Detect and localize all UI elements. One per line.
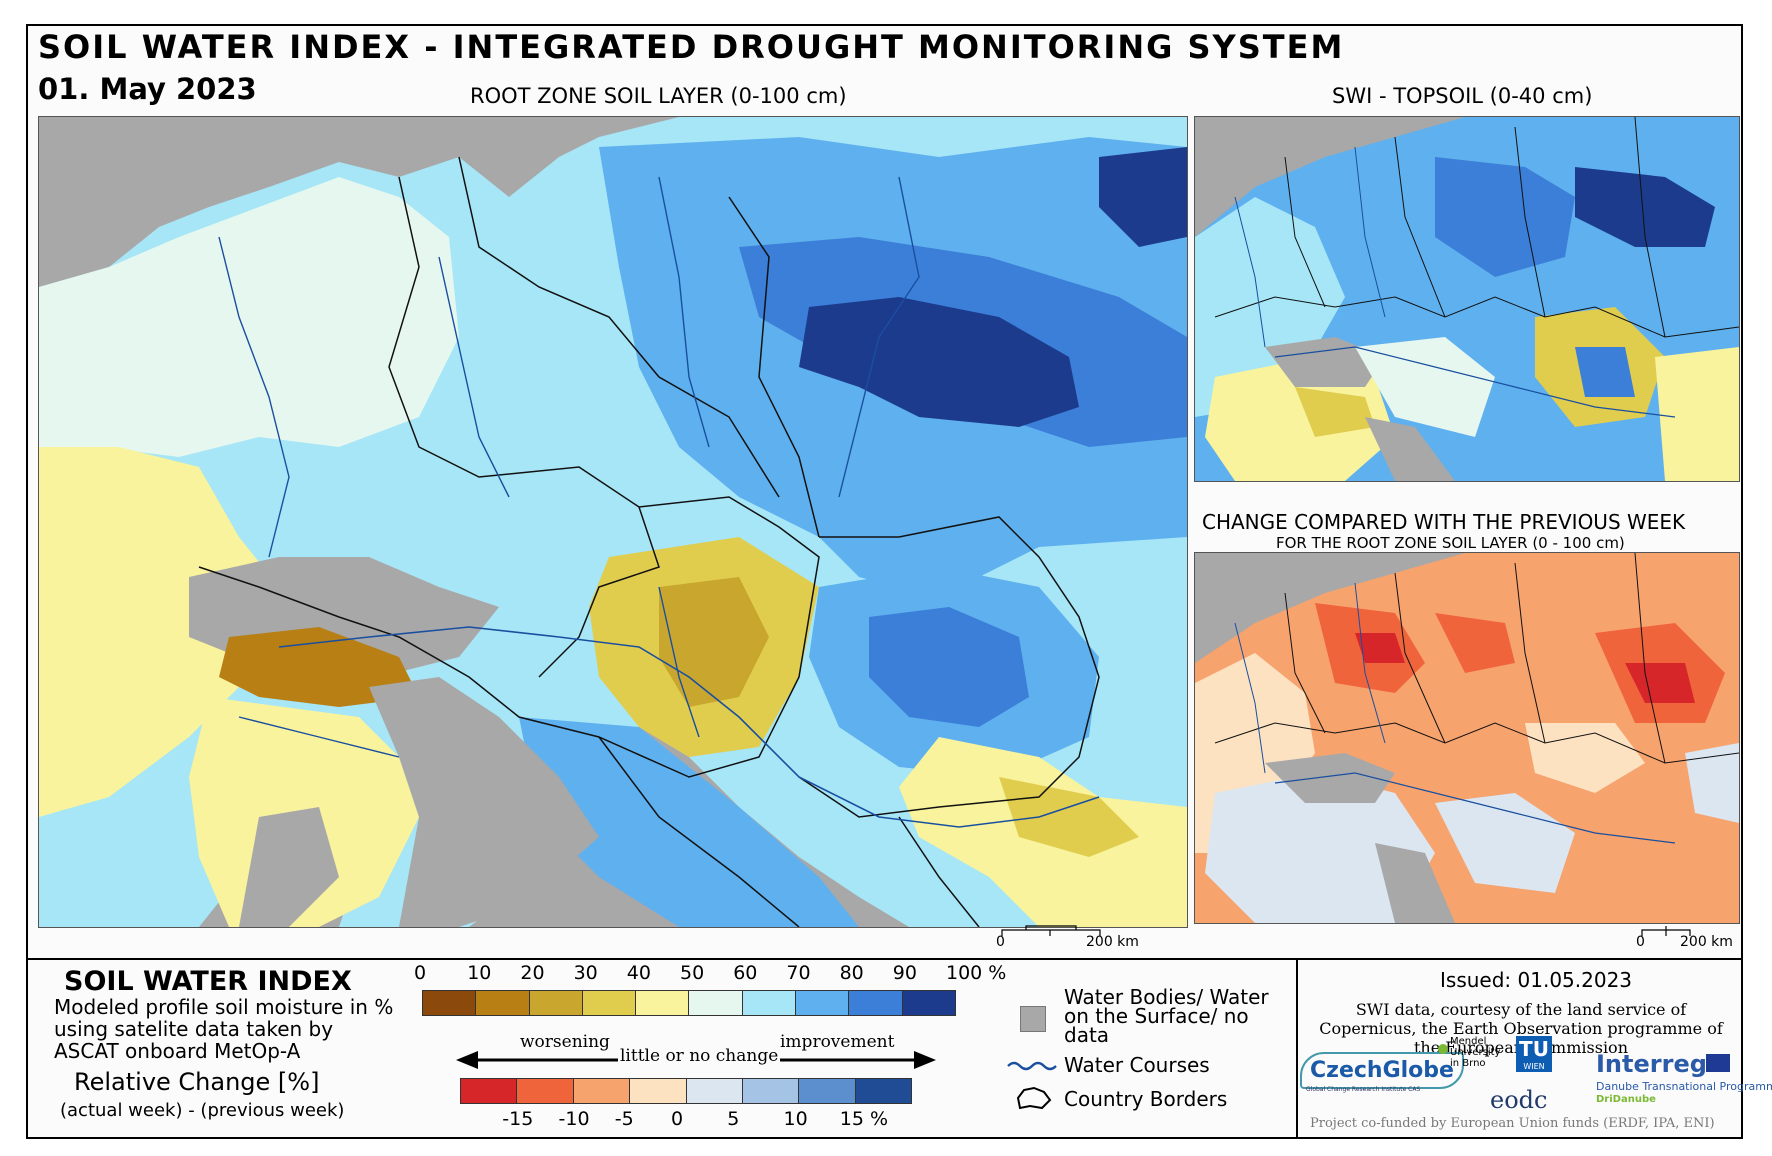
swi-tick-label: 20	[520, 962, 545, 984]
change-color-swatch	[517, 1079, 574, 1103]
swi-color-swatch	[476, 991, 530, 1015]
country-borders-icon	[1016, 1086, 1052, 1110]
swi-color-swatch	[902, 991, 955, 1015]
relative-change-title: Relative Change [%]	[74, 1068, 320, 1096]
swi-color-swatch	[742, 991, 797, 1015]
swi-color-swatch	[849, 991, 903, 1015]
swi-tick-label: 100 %	[946, 962, 1007, 984]
topsoil-map-svg	[1195, 117, 1739, 481]
little-change-label: little or no change	[618, 1046, 781, 1066]
info-divider	[1296, 960, 1298, 1137]
change-tick-label: 15 %	[839, 1108, 889, 1130]
improvement-label: improvement	[778, 1032, 897, 1052]
swi-tick-label: 60	[733, 962, 758, 984]
eodc-logo: eodc	[1490, 1086, 1548, 1114]
small-scale-zero: 0	[1636, 934, 1645, 950]
country-borders-label: Country Borders	[1064, 1087, 1228, 1111]
eu-flag-icon	[1706, 1054, 1730, 1072]
interreg-logo: Interreg	[1596, 1050, 1707, 1078]
mendel-logo: Mendel University in Brno	[1450, 1036, 1501, 1069]
change-color-swatch	[855, 1079, 911, 1103]
worsening-label: worsening	[518, 1032, 612, 1052]
main-map-label: ROOT ZONE SOIL LAYER (0-100 cm)	[470, 84, 847, 108]
change-color-swatch	[799, 1079, 856, 1103]
swi-tick-label: 90	[892, 962, 917, 984]
swi-tick-label: 40	[626, 962, 651, 984]
swi-color-swatch	[636, 991, 690, 1015]
change-tick-label: 5	[727, 1108, 740, 1130]
swi-tick-label: 10	[467, 962, 492, 984]
topsoil-map-label: SWI - TOPSOIL (0-40 cm)	[1332, 84, 1593, 108]
change-color-swatch	[630, 1079, 687, 1103]
czechglobe-logo-sub: Global Change Research Institute CAS	[1306, 1086, 1421, 1093]
change-tick-label: 0	[671, 1108, 684, 1130]
root-zone-map-svg	[39, 117, 1187, 927]
change-tick-label: -15	[502, 1108, 534, 1130]
issued-date: Issued: 01.05.2023	[1440, 968, 1633, 992]
swi-tick-label: 70	[786, 962, 811, 984]
tu-wien-logo: TU	[1516, 1036, 1552, 1072]
swi-color-swatch	[582, 991, 637, 1015]
change-map-svg	[1195, 553, 1739, 923]
swi-tick-label: 80	[839, 962, 864, 984]
swi-tick-label: 0	[414, 962, 427, 984]
cofunded-note: Project co-funded by European Union fund…	[1310, 1116, 1715, 1131]
water-courses-icon	[1007, 1061, 1057, 1071]
change-map	[1194, 552, 1740, 924]
swi-tick-label: 50	[680, 962, 705, 984]
root-zone-map	[38, 116, 1188, 928]
change-color-swatch	[461, 1079, 518, 1103]
legend-title: SOIL WATER INDEX	[64, 966, 352, 997]
legend-divider	[26, 958, 1743, 960]
water-bodies-swatch	[1020, 1006, 1046, 1032]
change-tick-label: 10	[783, 1108, 808, 1130]
czechglobe-logo: CzechGlobe	[1300, 1052, 1464, 1089]
swi-tick-label: 30	[573, 962, 598, 984]
change-color-swatch	[686, 1079, 743, 1103]
swi-color-swatch	[689, 991, 743, 1015]
issue-date: 01. May 2023	[38, 72, 257, 106]
change-map-sublabel: FOR THE ROOT ZONE SOIL LAYER (0 - 100 cm…	[1276, 534, 1625, 552]
change-color-bar	[460, 1078, 912, 1104]
change-tick-label: -10	[558, 1108, 590, 1130]
tu-wien-logo-sub: WIEN	[1523, 1062, 1545, 1071]
interreg-logo-sub: Danube Transnational Programme	[1596, 1080, 1772, 1093]
legend-description: Modeled profile soil moisture in % using…	[54, 995, 394, 1063]
water-courses-label: Water Courses	[1064, 1053, 1210, 1077]
swi-color-bar	[422, 990, 956, 1016]
relative-change-subtitle: (actual week) - (previous week)	[60, 1100, 345, 1121]
mendel-logo-mark	[1438, 1044, 1448, 1054]
page-title: SOIL WATER INDEX - INTEGRATED DROUGHT MO…	[38, 28, 1345, 66]
change-tick-label: -5	[614, 1108, 634, 1130]
change-color-swatch	[742, 1079, 800, 1103]
swi-color-swatch	[529, 991, 583, 1015]
swi-color-swatch	[796, 991, 850, 1015]
dridanube-logo: DriDanube	[1596, 1094, 1656, 1105]
water-bodies-label: Water Bodies/ Water on the Surface/ no d…	[1064, 985, 1269, 1047]
main-scale-bar	[1001, 925, 1101, 936]
small-scale-km: 200 km	[1680, 934, 1733, 950]
main-scale-zero: 0	[996, 934, 1005, 950]
change-color-swatch	[573, 1079, 631, 1103]
swi-color-swatch	[423, 991, 477, 1015]
change-map-label: CHANGE COMPARED WITH THE PREVIOUS WEEK	[1202, 510, 1686, 534]
main-scale-km: 200 km	[1086, 934, 1139, 950]
topsoil-map	[1194, 116, 1740, 482]
small-scale-bar	[1641, 926, 1691, 936]
